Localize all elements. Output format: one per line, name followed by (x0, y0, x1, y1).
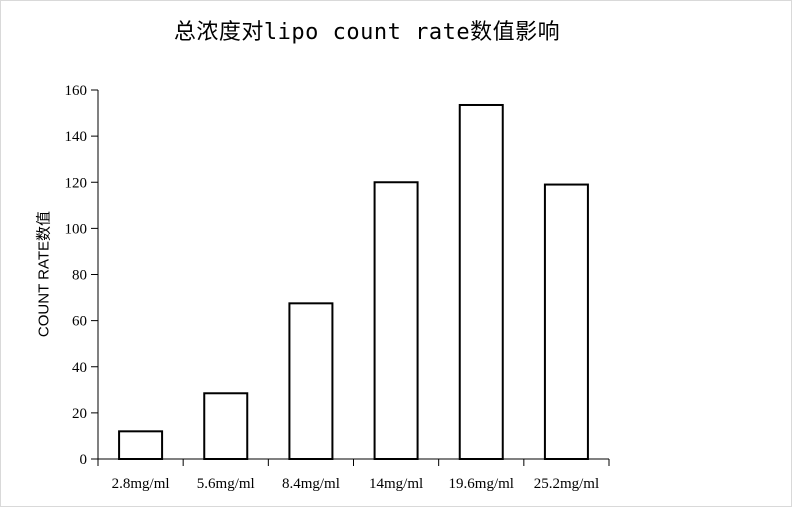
bar (288, 302, 334, 460)
x-category-label: 2.8mg/ml (112, 476, 170, 492)
bar (203, 392, 249, 461)
y-tick-label: 80 (72, 268, 87, 284)
x-category-label: 25.2mg/ml (534, 476, 599, 492)
y-tick-label: 0 (80, 452, 88, 468)
y-tick-label: 160 (65, 83, 88, 99)
x-category-label: 14mg/ml (369, 476, 423, 492)
x-category-label: 5.6mg/ml (197, 476, 255, 492)
bar (458, 103, 504, 460)
y-tick-label: 140 (65, 129, 88, 145)
y-tick-label: 100 (65, 221, 88, 237)
bar (543, 183, 589, 460)
y-tick-label: 40 (72, 360, 87, 376)
chart-title: 总浓度对lipo count rate数值影响 (173, 20, 561, 45)
x-category-label: 19.6mg/ml (449, 476, 514, 492)
y-tick-label: 120 (65, 175, 88, 191)
bar (118, 430, 164, 461)
bar (373, 181, 419, 460)
x-category-label: 8.4mg/ml (282, 476, 340, 492)
y-tick-label: 20 (72, 406, 87, 422)
y-tick-label: 60 (72, 314, 87, 330)
